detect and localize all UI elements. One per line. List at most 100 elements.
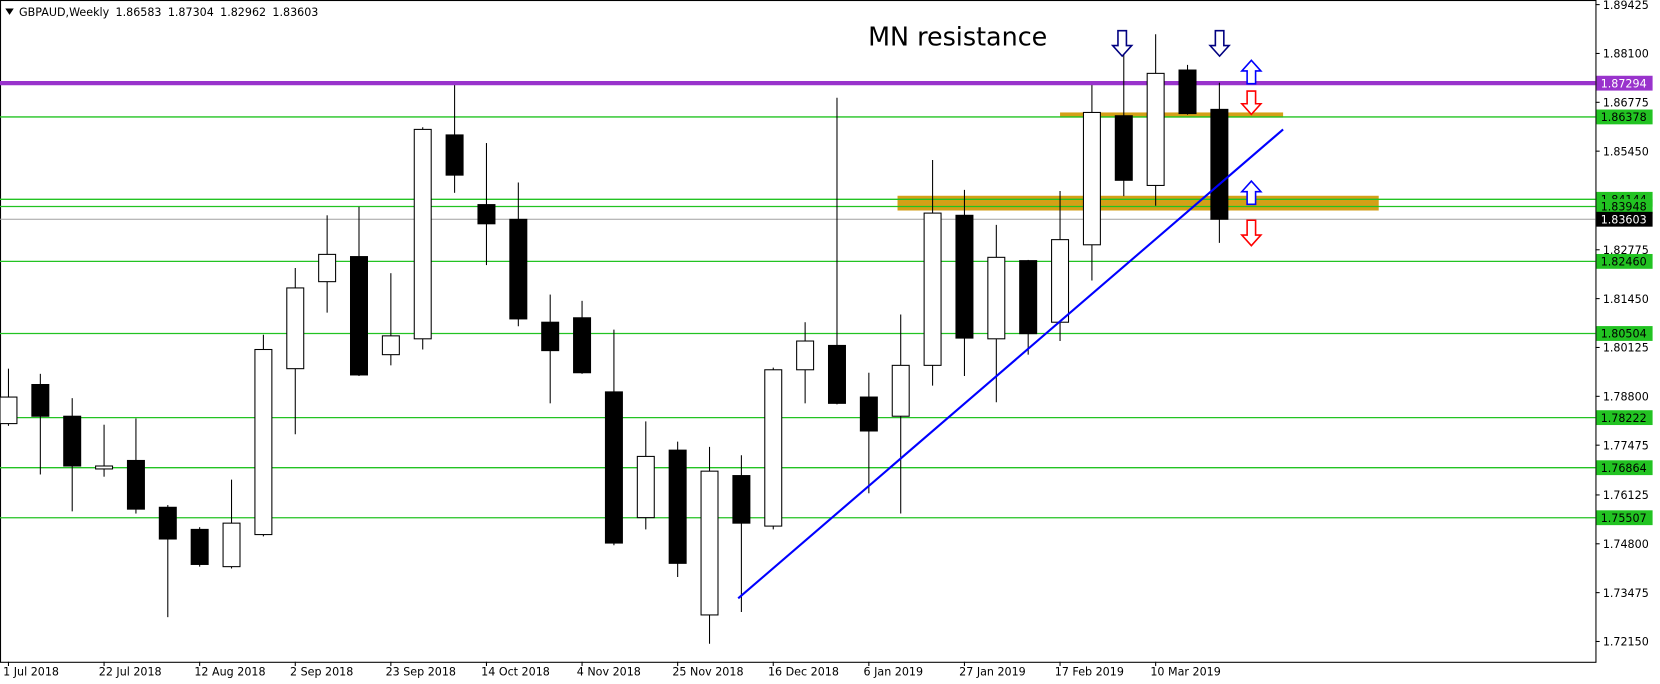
level-label-box — [1596, 510, 1653, 526]
header-field: 1.82962 — [220, 6, 266, 19]
candle-body — [1178, 69, 1197, 115]
menu-triangle — [5, 8, 14, 15]
header: GBPAUD,Weekly 1.86583 1.87304 1.82962 1.8360… — [19, 6, 318, 19]
level-label: 1.87294 — [1601, 77, 1647, 90]
candle-body — [604, 391, 623, 544]
candle-body — [668, 449, 687, 564]
level-label: 1.83948 — [1601, 201, 1647, 214]
arrow — [1240, 179, 1263, 206]
trendline — [737, 128, 1284, 600]
y-tick-label: 1.89425 — [1603, 0, 1649, 12]
candle-body — [190, 528, 209, 565]
arrow — [1240, 90, 1263, 116]
candle-body — [381, 335, 400, 356]
candle-body — [700, 470, 719, 616]
candle-body — [796, 340, 815, 371]
y-tick-label: 1.76125 — [1603, 489, 1649, 502]
x-tick-label: 2 Sep 2018 — [290, 666, 353, 679]
level-label: 1.78222 — [1601, 412, 1647, 425]
candle-body — [158, 506, 177, 540]
candle-body — [318, 253, 337, 283]
candle-body — [509, 218, 528, 320]
y-tick-label: 1.74800 — [1603, 538, 1649, 551]
level-label-box — [1596, 460, 1653, 476]
candle-body — [222, 522, 241, 568]
candle-body — [1146, 72, 1165, 186]
level-label: 1.82460 — [1601, 256, 1647, 269]
header-field: 1.83603 — [272, 6, 318, 19]
y-tick-label: 1.86775 — [1603, 97, 1649, 110]
level-label: 1.86378 — [1601, 111, 1647, 124]
candle-body — [732, 475, 751, 524]
y-tick-label: 1.72150 — [1603, 636, 1649, 649]
candle-body — [63, 415, 82, 467]
y-tick-label: 1.88100 — [1603, 48, 1649, 61]
candle-body — [636, 455, 655, 519]
candle-body — [1019, 260, 1038, 335]
candle-body — [764, 369, 783, 527]
annotation: MN resistance — [868, 22, 1047, 52]
level-label-box — [1596, 253, 1653, 269]
level-label: 1.75507 — [1601, 512, 1647, 525]
price-label-box — [1596, 211, 1653, 227]
x-tick-label: 22 Jul 2018 — [99, 666, 162, 679]
candle-body — [31, 383, 50, 417]
candle-body — [1051, 239, 1070, 323]
candle-body — [987, 256, 1006, 340]
level-label: 1.76864 — [1601, 462, 1647, 475]
candle-body — [859, 396, 878, 432]
candle-body — [413, 128, 432, 340]
candle-body — [0, 396, 18, 425]
candle-body — [1114, 115, 1133, 181]
candle-body — [923, 212, 942, 366]
arrow — [1240, 219, 1263, 247]
candle-body — [891, 364, 910, 417]
candle-body — [1082, 111, 1101, 246]
level-label-box — [1596, 326, 1653, 341]
candle-body — [286, 287, 305, 370]
x-tick-label: 12 Aug 2018 — [194, 666, 265, 679]
arrow — [1110, 29, 1134, 58]
level-label: 1.80504 — [1601, 328, 1647, 341]
level-label-box — [1596, 75, 1653, 91]
x-tick-label: 23 Sep 2018 — [386, 666, 456, 679]
level-label-box — [1596, 199, 1653, 214]
candle-body — [349, 256, 368, 376]
x-tick-label: 4 Nov 2018 — [577, 666, 641, 679]
header-field: 1.87304 — [168, 6, 214, 19]
header-field: 1.86583 — [116, 6, 162, 19]
candle-body — [95, 465, 114, 470]
zone — [897, 195, 1379, 211]
y-tick-label: 1.82775 — [1603, 244, 1649, 257]
zone — [1060, 112, 1284, 118]
candle-body — [541, 321, 560, 352]
y-tick-label: 1.81450 — [1603, 293, 1649, 306]
x-tick-label: 16 Dec 2018 — [768, 666, 839, 679]
x-tick-label: 6 Jan 2019 — [864, 666, 924, 679]
candle-body — [827, 344, 846, 404]
candle-body — [1210, 108, 1229, 220]
arrow — [1240, 59, 1263, 85]
candle-body — [445, 134, 464, 176]
level-label-box — [1596, 109, 1653, 125]
candle-body — [477, 204, 496, 225]
x-tick-label: 14 Oct 2018 — [481, 666, 550, 679]
y-tick-label: 1.77475 — [1603, 439, 1649, 452]
plot-frame — [0, 0, 1597, 663]
header-field: GBPAUD,Weekly — [19, 6, 110, 19]
candle-body — [126, 459, 145, 510]
x-tick-label: 1 Jul 2018 — [3, 666, 59, 679]
y-tick-label: 1.73475 — [1603, 587, 1649, 600]
x-tick-label: 17 Feb 2019 — [1055, 666, 1124, 679]
candle-body — [955, 214, 974, 339]
x-tick-label: 25 Nov 2018 — [672, 666, 743, 679]
y-tick-label: 1.80125 — [1603, 342, 1649, 355]
candle-body — [254, 348, 273, 536]
y-tick-label: 1.78800 — [1603, 391, 1649, 404]
y-tick-label: 1.85450 — [1603, 145, 1649, 158]
x-tick-label: 10 Mar 2019 — [1150, 666, 1220, 679]
level-label-box — [1596, 410, 1653, 426]
